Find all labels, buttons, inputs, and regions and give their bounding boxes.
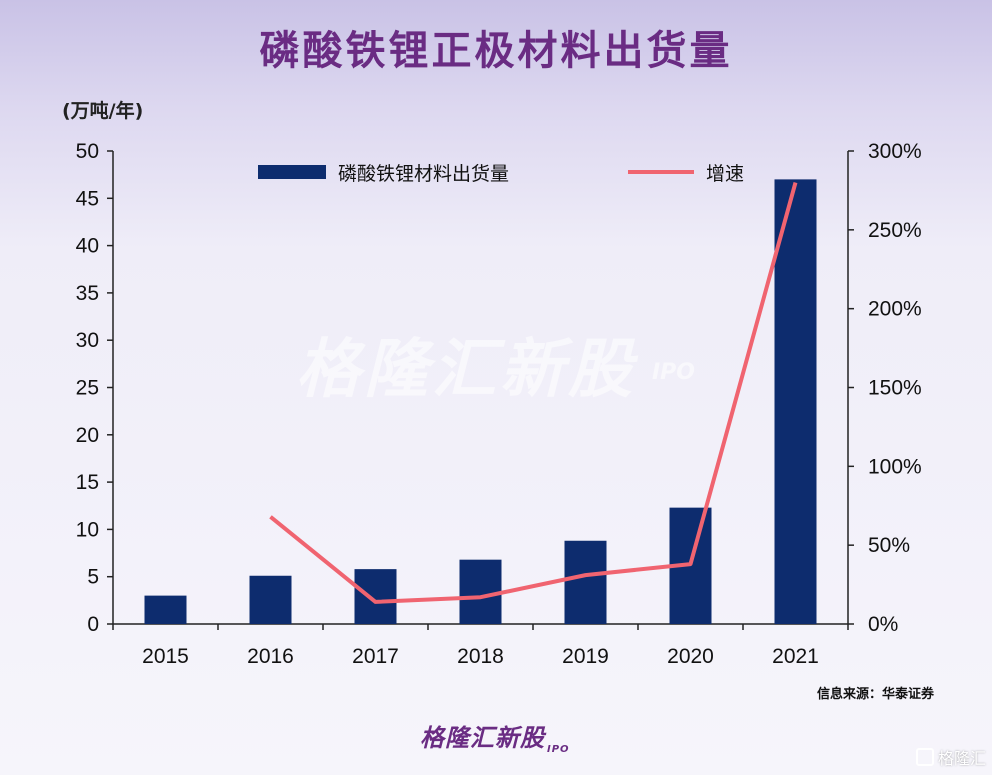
x-axis-tick-label: 2017 [352, 645, 399, 668]
left-axis-tick-label: 10 [76, 518, 99, 541]
bar-2017 [354, 569, 397, 624]
right-axis-tick-label: 250% [868, 219, 922, 242]
legend-line-label: 增速 [706, 163, 744, 185]
left-axis-tick-label: 40 [76, 235, 99, 258]
right-axis-tick-label: 0% [868, 613, 898, 636]
left-axis-tick-label: 50 [76, 140, 99, 163]
right-axis: 0% 50% 100% 150% 200% 250% 300% [847, 140, 922, 636]
bar-2019 [564, 540, 607, 624]
legend: 磷酸铁锂材料出货量 增速 [258, 163, 744, 185]
right-axis-tick-label: 150% [868, 377, 922, 400]
legend-bar-label: 磷酸铁锂材料出货量 [338, 163, 509, 185]
left-axis-tick-label: 15 [76, 471, 99, 494]
corner-badge: 格隆汇 [915, 745, 986, 769]
left-axis-tick-label: 25 [76, 377, 99, 400]
bar-2015 [144, 595, 187, 624]
right-axis-tick-label: 100% [868, 455, 922, 478]
x-axis-tick-label: 2015 [142, 645, 189, 668]
chart-title: 磷酸铁锂正极材料出货量 [259, 28, 733, 74]
legend-bar-swatch [258, 165, 326, 179]
watermark-ipo: IPO [652, 360, 696, 385]
x-axis-tick-label: 2020 [667, 645, 714, 668]
bar-2016 [249, 575, 292, 624]
left-axis-tick-label: 0 [87, 613, 99, 636]
logo-icon [915, 748, 934, 766]
brand-logo-ipo: IPO [547, 743, 570, 755]
source-note: 信息来源：华泰证券 [816, 687, 934, 702]
brand-logo-text: 格隆汇新股 [420, 724, 545, 752]
left-axis-tick-label: 20 [76, 424, 99, 447]
y-axis-unit-label: (万吨/年) [62, 100, 144, 122]
x-axis: 2015 2016 2017 2018 2019 2020 2021 [112, 623, 849, 668]
brand-logo: 格隆汇新股 IPO [420, 718, 570, 755]
right-axis-tick-label: 200% [868, 298, 922, 321]
bar-2018 [459, 559, 502, 624]
watermark-text: 格隆汇新股 [296, 333, 636, 407]
x-axis-tick-label: 2018 [457, 645, 504, 668]
left-axis: 0 5 10 15 20 25 30 35 40 45 50 [76, 140, 114, 636]
right-axis-tick-label: 300% [868, 140, 922, 163]
growth-line-series [269, 182, 798, 604]
corner-badge-text: 格隆汇 [937, 749, 986, 768]
left-axis-tick-label: 45 [76, 187, 99, 210]
x-axis-tick-label: 2016 [247, 645, 294, 668]
left-axis-tick-label: 30 [76, 329, 99, 352]
growth-line [269, 182, 798, 604]
x-axis-tick-label: 2019 [562, 645, 609, 668]
bar-2021 [774, 179, 817, 624]
right-axis-tick-label: 50% [868, 534, 910, 557]
left-axis-tick-label: 35 [76, 282, 99, 305]
bar-series [144, 179, 817, 624]
x-axis-tick-label: 2021 [772, 645, 819, 668]
left-axis-tick-label: 5 [87, 566, 99, 589]
